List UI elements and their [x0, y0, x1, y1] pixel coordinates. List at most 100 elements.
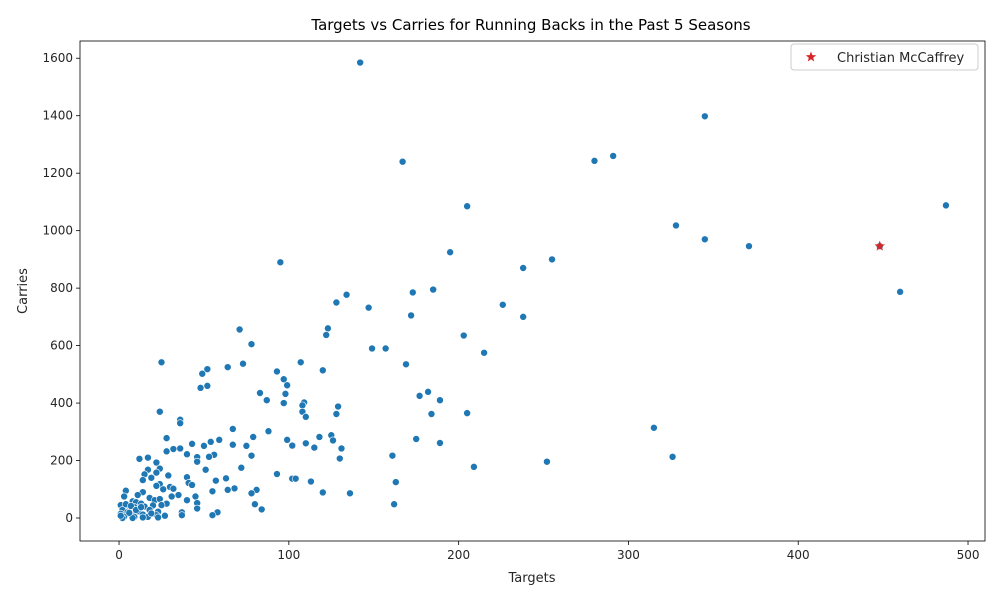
data-point [120, 492, 128, 501]
legend: Christian McCaffrey [790, 43, 979, 71]
x-tick-label: 400 [787, 548, 810, 562]
data-point [463, 202, 471, 211]
data-point [242, 442, 251, 450]
data-point [222, 474, 230, 483]
data-point [390, 500, 398, 509]
data-point [335, 454, 344, 463]
data-point [154, 513, 162, 522]
data-point [332, 410, 341, 418]
data-point [188, 440, 196, 448]
data-point [283, 436, 291, 444]
y-tick-label: 1600 [42, 51, 73, 65]
plot-area-frame [79, 40, 986, 542]
data-point [198, 369, 207, 378]
data-point [249, 433, 257, 441]
data-point [159, 485, 167, 494]
data-point [169, 445, 178, 453]
data-point [470, 463, 478, 471]
data-point [247, 340, 256, 348]
data-point [212, 476, 220, 485]
data-point [157, 358, 166, 367]
data-point [408, 288, 417, 297]
data-point [178, 511, 186, 519]
data-point [319, 366, 327, 375]
data-point [334, 402, 342, 411]
data-point [276, 258, 285, 267]
data-point [307, 477, 315, 486]
highlight-layer [874, 240, 885, 251]
data-point [298, 401, 307, 410]
data-point [427, 410, 436, 418]
data-point [208, 511, 217, 519]
data-point [590, 157, 599, 165]
y-tick-label: 0 [65, 511, 73, 525]
legend-label-christian-mccaffrey: Christian McCaffrey [837, 51, 965, 66]
data-point [288, 441, 297, 450]
data-point [296, 358, 305, 367]
data-point [480, 348, 488, 357]
x-tick-label: 500 [957, 548, 980, 562]
data-point [342, 290, 351, 299]
data-point [193, 457, 201, 466]
data-point [310, 443, 319, 452]
data-point [302, 439, 310, 448]
data-point [436, 396, 444, 404]
data-point [356, 58, 364, 67]
data-point [188, 481, 196, 489]
data-point [459, 331, 468, 340]
data-point [283, 381, 291, 390]
data-point [256, 389, 264, 397]
data-point [498, 300, 507, 309]
data-point [139, 513, 147, 522]
data-point [273, 367, 281, 376]
data-point [281, 390, 290, 398]
data-point [230, 484, 239, 493]
data-point [164, 471, 173, 480]
data-point [519, 264, 527, 272]
data-point [264, 427, 273, 436]
data-point [519, 313, 527, 321]
y-tick-label: 200 [50, 454, 73, 468]
data-point [162, 434, 171, 442]
data-point [273, 470, 281, 478]
data-point [147, 473, 156, 482]
data-point [200, 442, 208, 450]
data-point [412, 435, 420, 443]
data-point [203, 382, 212, 390]
data-point [223, 363, 232, 371]
data-point [446, 248, 454, 257]
data-point [208, 487, 217, 496]
data-point [609, 152, 617, 160]
data-point [176, 444, 184, 453]
data-point [322, 331, 331, 339]
data-point [745, 242, 753, 250]
data-point [135, 455, 144, 463]
data-point [381, 344, 390, 353]
data-point [407, 311, 415, 320]
data-point [247, 489, 256, 498]
data-point [324, 324, 332, 333]
data-point [279, 399, 288, 407]
data-point [152, 482, 161, 490]
data-point [206, 438, 215, 446]
x-tick-label: 300 [617, 548, 640, 562]
x-axis: 0 100 200 300 400 500 [115, 541, 979, 562]
data-point [392, 478, 400, 486]
data-point [215, 436, 224, 444]
chart-title: Targets vs Carries for Running Backs in … [310, 16, 750, 34]
data-point [116, 511, 125, 520]
data-point [201, 465, 210, 474]
legend-box [790, 43, 979, 71]
data-point [203, 365, 212, 373]
y-tick-label: 800 [50, 281, 73, 295]
data-point [337, 444, 346, 453]
data-point [257, 505, 266, 514]
data-point [125, 509, 134, 517]
highlight-point-christian-mccaffrey [874, 240, 885, 251]
y-axis: 0 200 400 600 800 1000 1200 1400 1600 [42, 51, 80, 525]
data-point [223, 486, 232, 494]
data-point [205, 453, 213, 461]
data-point [701, 112, 709, 121]
